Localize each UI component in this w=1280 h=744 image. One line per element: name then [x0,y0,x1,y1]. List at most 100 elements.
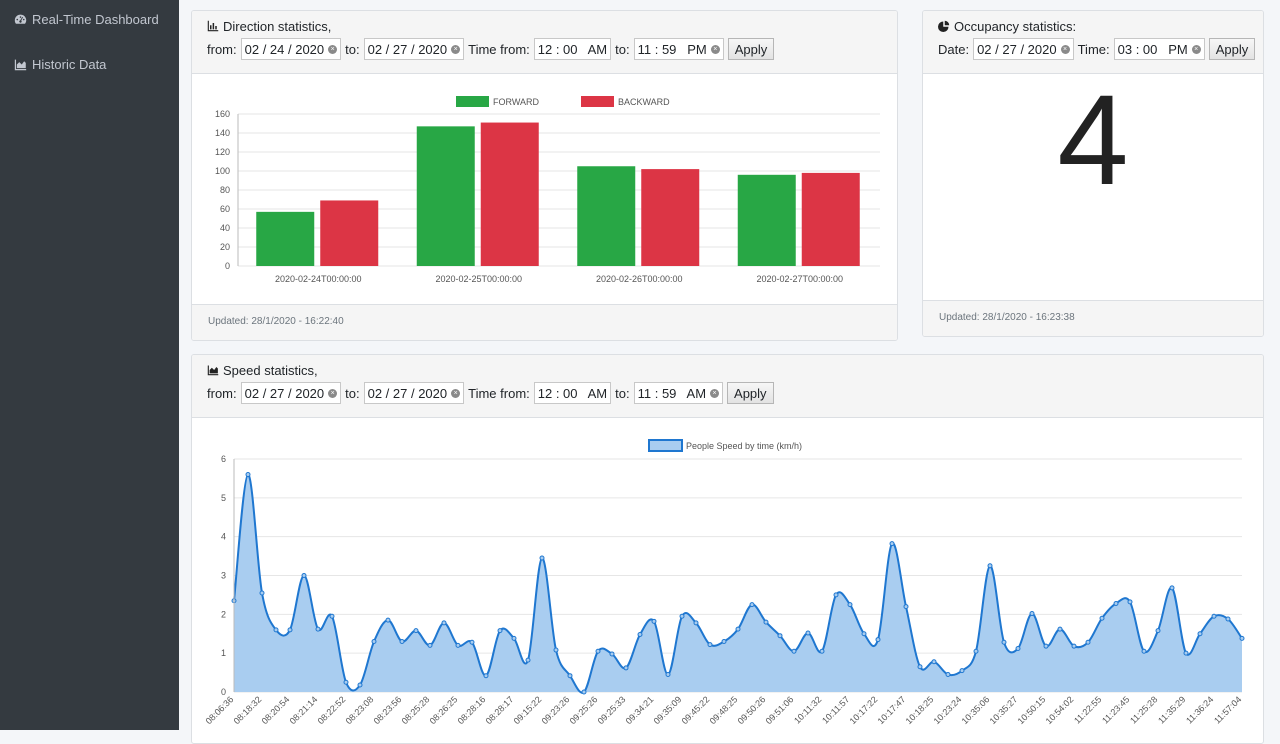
area-chart-icon [207,365,219,376]
nav-historic-data[interactable]: Historic Data [14,57,106,72]
speed-from-label: from: [207,385,237,401]
speed-from-date-input[interactable]: 02 / 27 / 2020 × [240,382,342,404]
direction-apply-button[interactable]: Apply [727,38,775,60]
speed-data-point [1099,615,1105,621]
speed-title: Speed statistics, [223,362,318,378]
x-tick-label: 09:51:06 [764,694,796,726]
direction-updated-text: Updated: 28/1/2020 - 16:22:40 [208,316,344,327]
sidebar: Real-Time Dashboard Historic Data [0,0,179,730]
speed-data-point [819,648,825,654]
speed-data-point [1043,643,1049,649]
speed-data-point [427,642,433,648]
clear-icon[interactable]: × [1060,44,1070,54]
speed-data-point [763,619,769,625]
occupancy-footer: Updated: 28/1/2020 - 16:23:38 [923,300,1263,336]
speed-series-line [233,473,1243,694]
x-tick-label: 08:23:08 [344,694,376,726]
speed-time-to-label: to: [615,385,630,401]
speed-data-point [777,633,783,639]
clear-icon[interactable]: × [451,44,461,54]
direction-time-to-input[interactable]: 11 : 59 PM × [633,38,724,60]
speed-apply-button[interactable]: Apply [727,382,774,404]
x-tick-label: 11:36:24 [1184,694,1215,725]
x-tick-label: 10:35:27 [988,694,1020,726]
speed-data-point [1015,646,1021,652]
clear-icon[interactable]: × [1191,44,1201,54]
speed-to-date-value: 02 / 27 / 2020 [367,385,448,401]
speed-to-date-input[interactable]: 02 / 27 / 2020 × [363,382,465,404]
speed-data-point [1225,616,1231,622]
speed-data-point [735,626,741,632]
speed-data-point [287,627,293,633]
speed-data-point [623,665,629,671]
speed-data-point [539,555,545,561]
speed-data-point [1141,648,1147,654]
speed-data-point [595,648,601,654]
speed-data-point [469,639,475,645]
speed-data-point [1169,585,1175,591]
occupancy-title-row: Occupancy statistics: [938,18,1248,34]
speed-data-point [707,642,713,648]
speed-data-point [273,627,279,633]
backward-bar [320,200,379,266]
x-tick-label: 08:22:52 [316,694,348,726]
speed-title-row: Speed statistics, [207,362,1248,378]
clear-icon[interactable]: × [710,44,720,54]
speed-data-point [399,639,405,645]
direction-time-to-value: 11 : 59 PM [637,41,707,57]
occupancy-time-input[interactable]: 03 : 00 PM × [1113,38,1205,60]
y-tick-label: 3 [221,571,226,581]
legend-label: BACKWARD [618,97,670,107]
speed-data-point [1057,626,1063,632]
speed-data-point [749,602,755,608]
y-tick-label: 20 [220,242,230,252]
speed-data-point [385,617,391,623]
speed-data-point [637,632,643,638]
speed-data-point [791,648,797,654]
speed-data-point [441,620,447,626]
occupancy-time-value: 03 : 00 PM [1117,41,1188,57]
clear-icon[interactable]: × [451,388,461,398]
y-tick-label: 2 [221,609,226,619]
speed-filters: from: 02 / 27 / 2020 × to: 02 / 27 / 2020… [207,382,1248,404]
occupancy-apply-button[interactable]: Apply [1208,38,1256,60]
x-tick-label: 09:34:21 [624,694,656,726]
speed-time-from-value: 12 : 00 AM [537,385,608,401]
speed-data-point [1239,635,1245,641]
x-tick-label: 09:25:26 [568,694,600,726]
direction-from-date-value: 02 / 24 / 2020 [244,41,325,57]
speed-data-point [259,590,265,596]
speed-data-point [1197,631,1203,637]
nav-realtime-dashboard[interactable]: Real-Time Dashboard [14,12,159,27]
speed-data-point [1071,643,1077,649]
occupancy-card-header: Occupancy statistics: Date: 02 / 27 / 20… [923,11,1263,74]
speed-data-point [483,673,489,679]
direction-card: Direction statistics, from: 02 / 24 / 20… [191,10,898,341]
x-tick-label: 08:21:14 [288,694,320,726]
occupancy-date-input[interactable]: 02 / 27 / 2020 × [973,38,1074,60]
x-tick-label: 11:23:45 [1100,694,1131,725]
clear-icon[interactable]: × [710,388,720,398]
direction-from-date-input[interactable]: 02 / 24 / 2020 × [240,38,342,60]
y-tick-label: 40 [220,223,230,233]
x-tick-label: 10:50:15 [1016,694,1048,726]
clear-icon[interactable]: × [328,44,338,54]
speed-data-point [371,639,377,645]
speed-time-from-input[interactable]: 12 : 00 AM [533,382,612,404]
speed-data-point [525,657,531,663]
direction-time-from-value: 12 : 00 AM [537,41,608,57]
direction-to-date-input[interactable]: 02 / 27 / 2020 × [363,38,465,60]
direction-time-from-input[interactable]: 12 : 00 AM [533,38,612,60]
y-tick-label: 160 [215,109,230,119]
speed-data-point [875,637,881,643]
clear-icon[interactable]: × [328,388,338,398]
x-tick-label: 10:35:06 [960,694,992,726]
y-tick-label: 120 [215,147,230,157]
pie-chart-icon [938,20,950,32]
backward-bar [801,172,860,266]
speed-data-point [1183,650,1189,656]
speed-data-point [301,573,307,578]
speed-data-point [1029,611,1035,617]
x-tick-label: 08:25:28 [400,694,432,726]
speed-time-to-input[interactable]: 11 : 59 AM × [633,382,724,404]
